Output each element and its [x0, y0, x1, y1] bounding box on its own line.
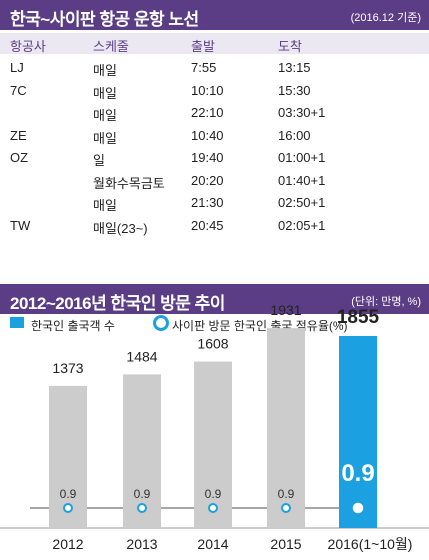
- x-tick-label: 2016(1~10월): [328, 536, 413, 552]
- bar-value-label: 1608: [197, 336, 228, 352]
- bar-value-label: 1484: [126, 348, 157, 364]
- x-tick-label: 2012: [52, 536, 83, 552]
- flight-row: 7C 매일 10:10 15:30: [0, 79, 429, 103]
- flight-row: 매일 22:10 03:30+1: [0, 101, 429, 125]
- col-header-arrival: 도착: [278, 39, 302, 54]
- legend-line-marker: [153, 315, 169, 331]
- flight-section-title: 한국~사이판 항공 운항 노선: [10, 10, 199, 29]
- flight-cell-departure: 21:30: [191, 195, 224, 210]
- share-point: [63, 503, 73, 513]
- x-tick-label: 2013: [126, 536, 157, 552]
- flight-row: 월화수목금토 20:20 01:40+1: [0, 169, 429, 193]
- flight-cell-arrival: 15:30: [278, 82, 311, 98]
- flight-cell-arrival: 01:40+1: [278, 172, 326, 188]
- share-value-label: 0.9: [134, 487, 151, 501]
- bar-2013: [123, 374, 161, 528]
- share-value-label: 0.9: [341, 460, 374, 487]
- flight-cell-departure: 20:20: [191, 172, 224, 188]
- flight-cell-schedule: 매일: [93, 198, 117, 213]
- share-point: [137, 503, 147, 513]
- share-value-label: 0.9: [278, 487, 295, 501]
- visitor-section-header: 2012~2016년 한국인 방문 추이 (단위: 만명, %): [0, 284, 429, 314]
- bar-2015: [267, 328, 305, 528]
- flight-cell-arrival: 13:15: [278, 60, 311, 75]
- col-header-schedule: 스케줄: [93, 39, 129, 54]
- flight-cell-arrival: 16:00: [278, 127, 311, 143]
- flight-cell-schedule: 매일: [93, 108, 117, 123]
- flight-row: ZE 매일 10:40 16:00: [0, 124, 429, 148]
- flight-cell-arrival: 02:05+1: [278, 217, 326, 233]
- flight-row: 매일 21:30 02:50+1: [0, 191, 429, 215]
- bar-2014: [194, 361, 232, 528]
- legend-bar-label: 한국인 출국객 수: [31, 319, 115, 333]
- col-header-departure: 출발: [191, 39, 215, 54]
- flight-cell-departure: 20:45: [191, 217, 224, 233]
- flight-cell-airline: TW: [10, 217, 31, 233]
- bar-2016(1~10월): [339, 336, 377, 528]
- flight-cell-arrival: 01:00+1: [278, 150, 326, 165]
- flight-cell-schedule: 일: [93, 153, 105, 168]
- flight-row: LJ 매일 7:55 13:15: [0, 56, 429, 80]
- flight-cell-departure: 10:10: [191, 82, 224, 98]
- share-point: [208, 503, 218, 513]
- flight-cell-schedule: 월화수목금토: [93, 175, 165, 191]
- flight-cell-schedule: 매일: [93, 130, 117, 146]
- visitor-section-note: (단위: 만명, %): [351, 296, 421, 308]
- share-point: [349, 499, 367, 517]
- flight-cell-airline: ZE: [10, 127, 27, 143]
- flight-cell-airline: LJ: [10, 60, 24, 75]
- flight-cell-arrival: 03:30+1: [278, 105, 326, 120]
- flight-cell-departure: 22:10: [191, 105, 224, 120]
- flight-cell-departure: 19:40: [191, 150, 224, 165]
- flight-cell-schedule: 매일: [93, 63, 117, 78]
- x-tick-label: 2014: [197, 536, 228, 552]
- flight-section-header: 한국~사이판 항공 운항 노선 (2016.12 기준): [0, 0, 429, 30]
- legend-bar-swatch: [10, 317, 24, 328]
- bar-value-label: 1931: [270, 302, 301, 318]
- flight-cell-schedule: 매일: [93, 85, 117, 101]
- flight-row: OZ 일 19:40 01:00+1: [0, 146, 429, 170]
- col-header-airline: 항공사: [10, 39, 46, 54]
- flight-cell-airline: OZ: [10, 150, 29, 165]
- share-value-label: 0.9: [205, 487, 222, 501]
- visitor-section-title: 2012~2016년 한국인 방문 추이: [10, 294, 225, 313]
- x-tick-label: 2015: [270, 536, 301, 552]
- bar-value-label: 1855: [337, 307, 380, 328]
- flight-section-note: (2016.12 기준): [350, 12, 421, 24]
- flight-cell-arrival: 02:50+1: [278, 195, 326, 210]
- flight-table-header: 항공사 스케줄 출발 도착: [0, 33, 429, 54]
- share-value-label: 0.9: [60, 487, 77, 501]
- flight-cell-departure: 10:40: [191, 127, 224, 143]
- flight-cell-airline: 7C: [10, 82, 27, 98]
- flight-cell-schedule: 매일(23~): [93, 220, 148, 236]
- bar-value-label: 1373: [52, 360, 83, 376]
- flight-row: TW 매일(23~) 20:45 02:05+1: [0, 214, 429, 238]
- flight-cell-departure: 7:55: [191, 60, 217, 75]
- share-point: [281, 503, 291, 513]
